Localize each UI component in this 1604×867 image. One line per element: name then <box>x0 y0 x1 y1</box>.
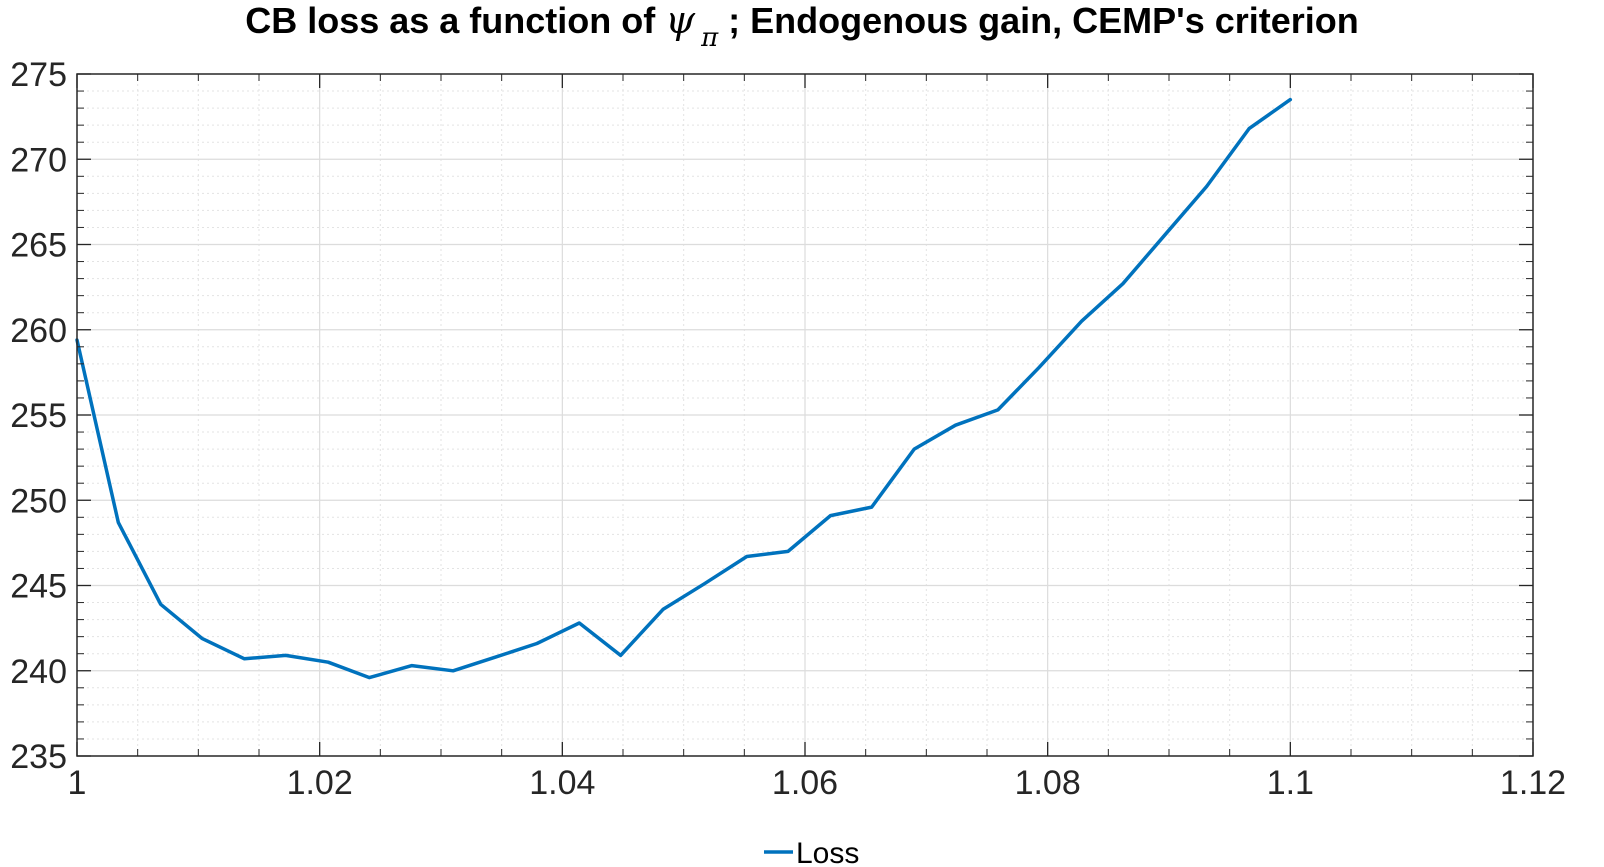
data-point <box>1164 233 1166 235</box>
y-tick-label: 265 <box>10 227 67 265</box>
chart-title-prefix: CB loss as a function of <box>245 0 665 41</box>
data-point <box>1122 283 1124 285</box>
y-axis-tick-labels: 235 240 245 250 255 260 265 270 275 <box>10 56 67 776</box>
data-point <box>746 555 748 557</box>
data-point <box>201 637 203 639</box>
data-point <box>117 521 119 523</box>
chart-title-suffix: ; Endogenous gain, CEMP's criterion <box>718 0 1359 41</box>
data-point <box>411 664 413 666</box>
x-tick-label: 1.12 <box>1500 764 1566 802</box>
data-point <box>871 506 873 508</box>
data-point <box>1248 127 1250 129</box>
y-tick-label: 235 <box>10 738 67 776</box>
x-tick-label: 1.04 <box>529 764 595 802</box>
data-point <box>160 603 162 605</box>
data-point <box>452 670 454 672</box>
data-point <box>662 608 664 610</box>
y-tick-label: 240 <box>10 653 67 691</box>
x-tick-label: 1.02 <box>287 764 353 802</box>
data-point <box>494 656 496 658</box>
data-point <box>619 654 621 656</box>
y-tick-label: 260 <box>10 312 67 350</box>
axis-ticks <box>76 73 1534 757</box>
chart-title-symbol: ψ <box>665 0 696 42</box>
legend-label: Loss <box>796 837 859 867</box>
data-point <box>284 654 286 656</box>
x-tick-label: 1.06 <box>772 764 838 802</box>
x-tick-label: 1.1 <box>1267 764 1314 802</box>
data-point <box>997 409 999 411</box>
y-tick-label: 255 <box>10 397 67 435</box>
data-point <box>368 676 370 678</box>
data-point <box>913 448 915 450</box>
data-point <box>536 642 538 644</box>
data-point <box>578 622 580 624</box>
data-point <box>703 583 705 585</box>
y-tick-label: 245 <box>10 568 67 606</box>
data-point <box>1205 185 1207 187</box>
data-point <box>1289 98 1291 100</box>
series-layer <box>75 97 1293 680</box>
y-tick-label: 275 <box>10 56 67 94</box>
legend[interactable]: Loss <box>764 837 859 867</box>
series-line-loss <box>75 97 1293 680</box>
data-point <box>1080 320 1082 322</box>
x-tick-label: 1 <box>68 764 87 802</box>
data-point <box>243 658 245 660</box>
major-grid <box>77 74 1533 756</box>
chart-title-subscript: π <box>700 23 719 53</box>
data-point <box>1038 366 1040 368</box>
x-tick-label: 1.08 <box>1015 764 1081 802</box>
x-axis-tick-labels: 1 1.02 1.04 1.06 1.08 1.1 1.12 <box>68 764 1567 802</box>
data-point <box>327 661 329 663</box>
y-tick-label: 270 <box>10 141 67 179</box>
data-point <box>954 424 956 426</box>
y-tick-label: 250 <box>10 482 67 520</box>
data-point <box>829 514 831 516</box>
data-point <box>787 550 789 552</box>
